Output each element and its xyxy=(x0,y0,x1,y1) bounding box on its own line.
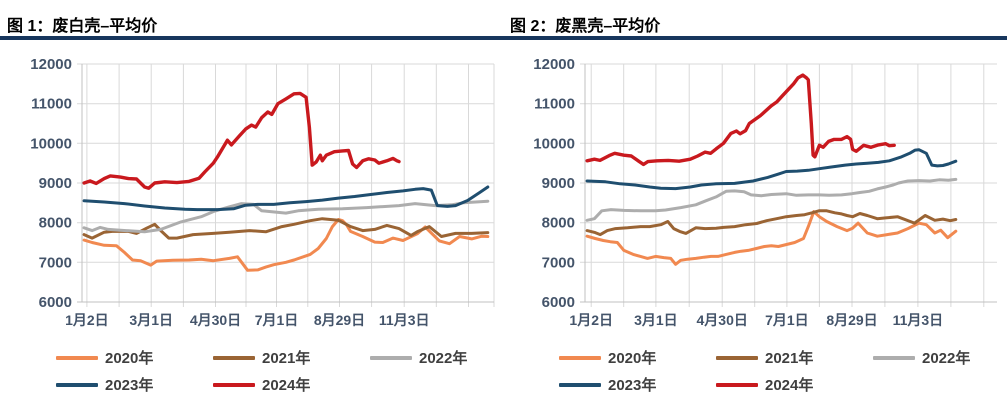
legend-white-shell: 2020年 2021年 2022年 2023年 2024年 xyxy=(0,349,503,394)
legend-label-2024: 2024年 xyxy=(765,376,814,394)
y-axis-tick-label: 7000 xyxy=(542,254,575,271)
x-axis-tick-label: 11月3日 xyxy=(893,312,944,328)
x-axis-tick-label: 4月30日 xyxy=(697,312,748,328)
legend-item-2024: 2024年 xyxy=(716,376,873,394)
series-line-2024 xyxy=(585,73,896,167)
y-axis-tick-label: 9000 xyxy=(39,175,72,192)
legend-item-2020: 2020年 xyxy=(56,349,213,367)
legend-swatch-2023 xyxy=(56,383,98,387)
y-axis-tick-label: 7000 xyxy=(39,254,72,271)
y-axis-tick-label: 9000 xyxy=(542,175,575,192)
legend-swatch-2024 xyxy=(716,383,758,387)
y-axis-tick-label: 10000 xyxy=(533,135,575,152)
legend-item-2021: 2021年 xyxy=(213,349,370,367)
legend-item-2021: 2021年 xyxy=(716,349,873,367)
chart-title-black-shell: 图 2：废黑壳–平均价 xyxy=(503,0,1007,40)
legend-black-shell: 2020年 2021年 2022年 2023年 2024年 xyxy=(503,349,1007,394)
x-axis-tick-label: 11月3日 xyxy=(379,312,430,328)
series-line-2023 xyxy=(585,148,958,191)
legend-item-2022: 2022年 xyxy=(370,349,527,367)
chart-panel-white-shell: 图 1：废白壳–平均价 12000 11000 10000 9000 8000 7000 6… xyxy=(0,0,503,403)
series-line-2021 xyxy=(585,209,958,237)
legend-item-2020: 2020年 xyxy=(559,349,716,367)
y-axis-tick-label: 6000 xyxy=(39,294,72,311)
x-axis-tick-label: 1月2日 xyxy=(569,312,613,328)
x-axis-tick-label: 7月1日 xyxy=(765,312,809,328)
y-axis-tick-label: 11000 xyxy=(534,96,575,113)
legend-label-2020: 2020年 xyxy=(608,349,657,367)
legend-swatch-2021 xyxy=(213,356,255,360)
legend-label-2024: 2024年 xyxy=(262,376,311,394)
legend-swatch-2020 xyxy=(56,356,98,360)
legend-label-2021: 2021年 xyxy=(765,349,814,367)
legend-item-2023: 2023年 xyxy=(56,376,213,394)
series-line-2020 xyxy=(585,210,958,266)
chart-title-white-shell: 图 1：废白壳–平均价 xyxy=(0,0,503,40)
x-axis-tick-label: 7月1日 xyxy=(255,312,299,328)
y-axis-tick-label: 6000 xyxy=(542,294,575,311)
x-axis-tick-label: 8月29日 xyxy=(314,312,365,328)
series-line-2023 xyxy=(82,185,490,212)
legend-swatch-2022 xyxy=(370,356,412,360)
legend-label-2020: 2020年 xyxy=(105,349,154,367)
legend-swatch-2022 xyxy=(873,356,915,360)
legend-swatch-2020 xyxy=(559,356,601,360)
legend-item-2024: 2024年 xyxy=(213,376,370,394)
x-axis-tick-label: 4月30日 xyxy=(190,312,241,328)
legend-swatch-2023 xyxy=(559,383,601,387)
series-line-2022 xyxy=(585,177,958,222)
y-axis-tick-label: 8000 xyxy=(39,215,72,232)
legend-label-2022: 2022年 xyxy=(922,349,971,367)
y-axis-tick-label: 12000 xyxy=(533,56,575,73)
y-axis-tick-label: 10000 xyxy=(30,135,72,152)
legend-label-2021: 2021年 xyxy=(262,349,311,367)
legend-label-2023: 2023年 xyxy=(608,376,657,394)
x-axis-tick-label: 3月1日 xyxy=(634,312,678,328)
chart-panel-black-shell: 图 2：废黑壳–平均价 12000 11000 10000 9000 8000 7000 6… xyxy=(503,0,1007,403)
legend-swatch-2024 xyxy=(213,383,255,387)
x-axis-tick-label: 8月29日 xyxy=(826,312,877,328)
y-axis-tick-label: 8000 xyxy=(542,215,575,232)
x-axis-tick-label: 1月2日 xyxy=(65,312,109,328)
legend-label-2023: 2023年 xyxy=(105,376,154,394)
legend-item-2022: 2022年 xyxy=(873,349,1007,367)
y-axis-tick-label: 12000 xyxy=(30,56,72,73)
legend-item-2023: 2023年 xyxy=(559,376,716,394)
x-axis-tick-label: 3月1日 xyxy=(129,312,173,328)
legend-label-2022: 2022年 xyxy=(419,349,468,367)
y-axis-tick-label: 11000 xyxy=(31,96,72,113)
series-line-2024 xyxy=(82,91,401,190)
series-line-2021 xyxy=(82,217,490,240)
legend-swatch-2021 xyxy=(716,356,758,360)
